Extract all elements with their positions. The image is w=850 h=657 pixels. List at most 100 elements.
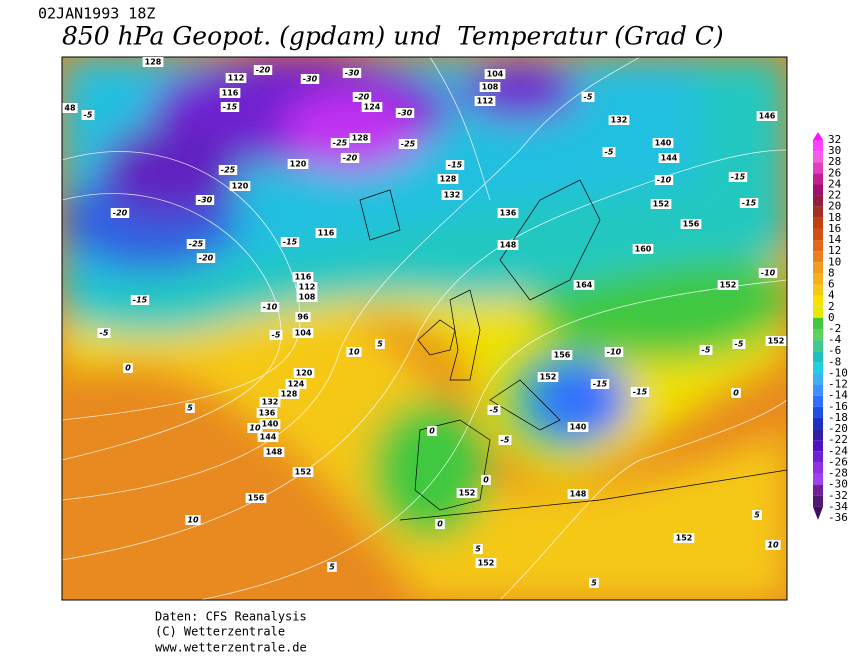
- geopotential-label: 128: [352, 134, 369, 143]
- colorbar-label: -8: [828, 355, 841, 368]
- colorbar-box: [813, 295, 823, 307]
- geopotential-label-box: [296, 292, 318, 302]
- temperature-label-box: [731, 388, 741, 398]
- date: 02JAN1993 18Z: [38, 5, 155, 23]
- geopotential-label-box: [245, 493, 267, 503]
- temperature-label: -5: [584, 93, 593, 102]
- geopotential-label-box: [497, 208, 519, 218]
- geopotential-label-box: [219, 88, 241, 98]
- colorbar-box: [813, 473, 823, 485]
- geopotential-label: 152: [478, 559, 495, 568]
- temperature-label: 0: [733, 389, 739, 398]
- geopotential-label: 152: [295, 468, 312, 477]
- colorbar-label: 20: [828, 200, 841, 213]
- temperature-label-box: [280, 237, 300, 247]
- temperature-label-box: [581, 92, 595, 102]
- temperature-label-box: [195, 195, 215, 205]
- geopotential-label-box: [259, 397, 281, 407]
- geopotential-label: 108: [299, 293, 316, 302]
- geopotential-label-box: [257, 432, 279, 442]
- geopotential-label: 144: [661, 154, 678, 163]
- colorbar-box: [813, 217, 823, 229]
- temperature-label-box: [185, 403, 195, 413]
- temperature-label-box: [97, 328, 111, 338]
- colorbar-box: [813, 417, 823, 430]
- colorbar-label: -20: [828, 422, 848, 435]
- geopotential-label-box: [229, 181, 251, 191]
- geopotential-label-box: [567, 489, 589, 499]
- colorbar-label: -30: [828, 478, 848, 491]
- temperature-label-box: [445, 160, 465, 170]
- geopotential-label: 104: [295, 329, 312, 338]
- geopotential-label-box: [652, 138, 674, 148]
- geopotential-label: 132: [611, 116, 628, 125]
- temperature-label: -15: [133, 296, 148, 305]
- geopotential-label-box: [650, 199, 672, 209]
- colorbar-box: [813, 484, 823, 496]
- colorbar-box: [813, 429, 823, 441]
- temperature-label-box: [346, 347, 362, 357]
- temperature-label-box: [589, 578, 599, 588]
- temperature-label-box: [602, 147, 616, 157]
- geopotential-label: 152: [768, 337, 785, 346]
- geopotential-label-box: [225, 73, 247, 83]
- temperature-label: -25: [221, 166, 236, 175]
- colorbar-arrow: [813, 132, 823, 140]
- geopotential-label-box: [573, 280, 595, 290]
- temperature-label: -25: [401, 140, 416, 149]
- colorbar-box: [813, 329, 823, 341]
- colorbar-box: [813, 340, 823, 352]
- geopotential-label: 112: [228, 74, 245, 83]
- colorbar-box: [813, 284, 823, 296]
- colorbar-label: -4: [828, 333, 842, 346]
- temperature-label: 5: [754, 511, 760, 520]
- geopotential-label: 132: [444, 191, 461, 200]
- colorbar-box: [813, 240, 823, 252]
- temperature-label: -5: [100, 329, 109, 338]
- temperature-label: -20: [256, 66, 271, 75]
- temperature-label: -5: [702, 346, 711, 355]
- temperature-label-box: [110, 208, 130, 218]
- geopotential-label: 156: [554, 351, 571, 360]
- geopotential-label-box: [484, 69, 506, 79]
- colorbar-label: 12: [828, 244, 841, 257]
- colorbar-box: [813, 362, 823, 374]
- colorbar-label: -24: [828, 444, 848, 457]
- temperature-label-box: [260, 302, 280, 312]
- temperature-label-box: [340, 153, 360, 163]
- temperature-label: -10: [263, 303, 278, 312]
- temperature-label-box: [269, 330, 283, 340]
- colorbar-label: 24: [828, 177, 842, 190]
- temperature-label-box: [196, 253, 216, 263]
- temperature-label-box: [123, 363, 133, 373]
- temperature-label: -30: [198, 196, 213, 205]
- colorbar-label: -18: [828, 411, 848, 424]
- geopotential-label: 124: [364, 103, 381, 112]
- colorbar-label: 16: [828, 222, 841, 235]
- temperature-label-box: [498, 435, 512, 445]
- geopotential-label-box: [680, 219, 702, 229]
- geopotential-label-box: [717, 280, 739, 290]
- temperature-label-box: [435, 519, 445, 529]
- temperature-label: -15: [448, 161, 463, 170]
- temperature-label-box: [220, 102, 240, 112]
- temperature-label-box: [604, 347, 624, 357]
- geopotential-label: 124: [288, 380, 305, 389]
- colorbar-box: [813, 495, 823, 507]
- geopotential-label-box: [285, 379, 307, 389]
- colorbar-label: -14: [828, 389, 848, 402]
- temperature-label: 0: [125, 364, 131, 373]
- temperature-label-box: [487, 405, 501, 415]
- temperature-label-box: [758, 268, 778, 278]
- temperature-label: 5: [329, 563, 335, 572]
- map-frame: [61, 56, 788, 601]
- temperature-label-box: [739, 198, 759, 208]
- temperature-label: -15: [731, 173, 746, 182]
- colorbar-box: [813, 451, 823, 463]
- geopotential-label: 120: [232, 182, 249, 191]
- colorbar-label: 0: [828, 311, 835, 324]
- geopotential-label: 144: [260, 433, 277, 442]
- geopotential-label: 152: [720, 281, 737, 290]
- geopotential-label: 112: [299, 283, 316, 292]
- url: www.wetterzentrale.de: [155, 641, 307, 655]
